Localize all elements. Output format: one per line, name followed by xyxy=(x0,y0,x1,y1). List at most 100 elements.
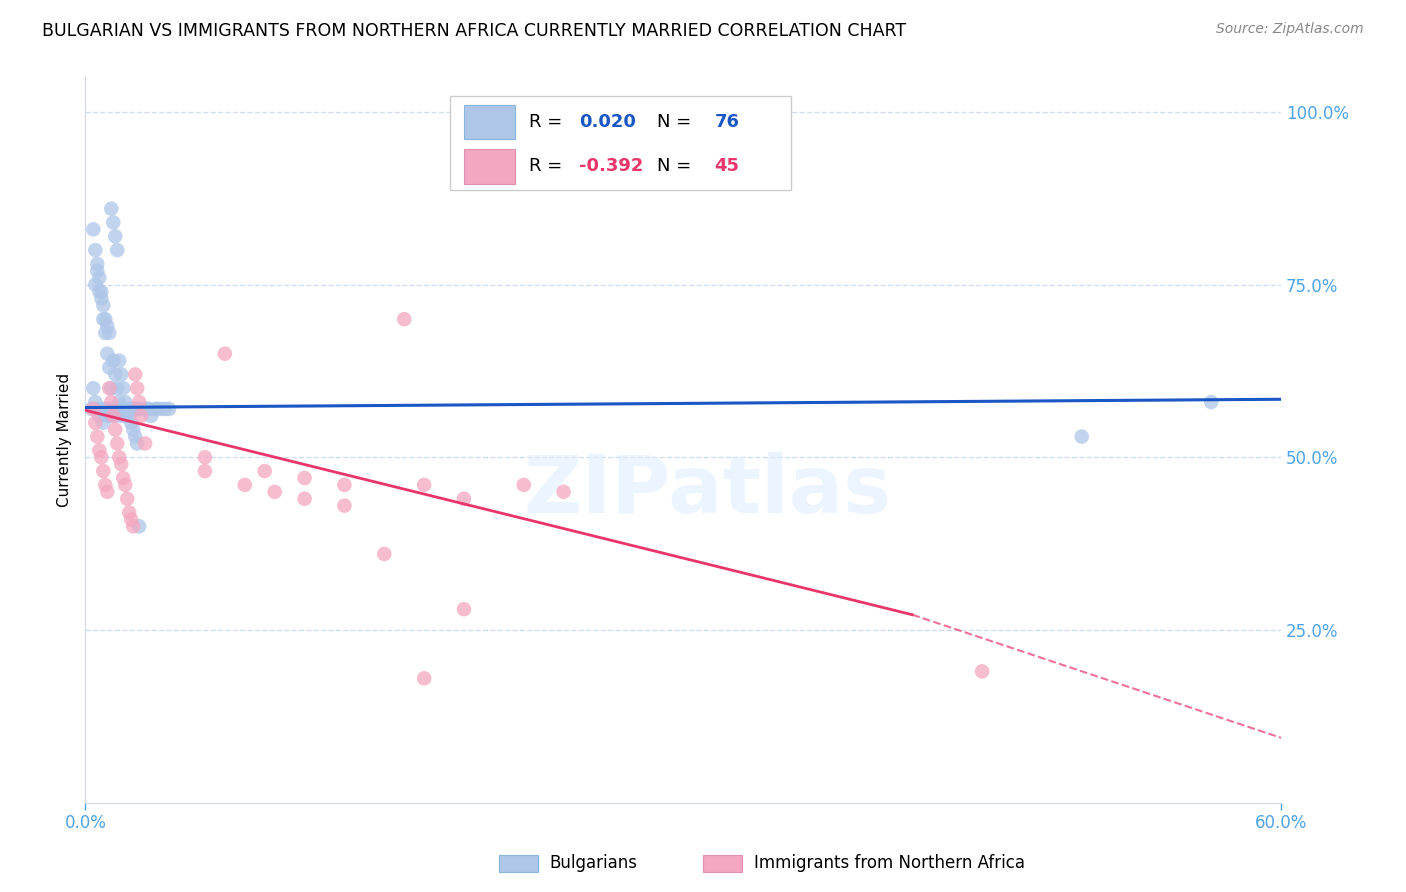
Point xyxy=(194,464,217,478)
FancyBboxPatch shape xyxy=(450,95,790,190)
Point xyxy=(98,381,121,395)
Point xyxy=(157,401,180,416)
Text: BULGARIAN VS IMMIGRANTS FROM NORTHERN AFRICA CURRENTLY MARRIED CORRELATION CHART: BULGARIAN VS IMMIGRANTS FROM NORTHERN AF… xyxy=(42,22,907,40)
Point xyxy=(94,478,117,492)
Point xyxy=(129,401,152,416)
Point xyxy=(114,401,136,416)
Point xyxy=(373,547,395,561)
Point xyxy=(105,243,128,257)
Text: R =: R = xyxy=(529,113,568,131)
Point xyxy=(84,243,107,257)
Point xyxy=(91,312,114,326)
Point xyxy=(98,401,121,416)
Point xyxy=(80,401,103,416)
Point xyxy=(128,519,150,533)
Point xyxy=(127,401,149,416)
Point xyxy=(104,368,127,382)
Point xyxy=(120,512,142,526)
Point xyxy=(96,484,118,499)
Point xyxy=(263,484,285,499)
Point xyxy=(115,401,138,416)
Point xyxy=(120,416,142,430)
Point xyxy=(553,484,575,499)
Point xyxy=(91,298,114,312)
Point xyxy=(233,478,256,492)
Point xyxy=(333,499,356,513)
Point xyxy=(90,285,112,299)
Point xyxy=(91,464,114,478)
Point xyxy=(115,491,138,506)
Point xyxy=(89,285,111,299)
Point xyxy=(86,257,108,271)
Point xyxy=(294,491,316,506)
Point xyxy=(84,416,107,430)
Point xyxy=(82,222,104,236)
Text: Bulgarians: Bulgarians xyxy=(550,855,638,872)
Point xyxy=(124,401,146,416)
Point xyxy=(103,409,125,423)
Point xyxy=(94,401,117,416)
Text: 45: 45 xyxy=(714,157,740,175)
Point xyxy=(94,312,117,326)
Point xyxy=(96,409,118,423)
Point xyxy=(115,401,138,416)
Point xyxy=(114,395,136,409)
Text: N =: N = xyxy=(657,157,697,175)
Point xyxy=(1199,395,1222,409)
Point xyxy=(128,395,150,409)
Point xyxy=(143,401,166,416)
Point xyxy=(100,409,122,423)
Text: -0.392: -0.392 xyxy=(579,157,644,175)
Point xyxy=(100,202,122,216)
Point xyxy=(114,478,136,492)
Point xyxy=(82,381,104,395)
Point xyxy=(89,270,111,285)
Point xyxy=(96,347,118,361)
Point xyxy=(392,312,415,326)
Point xyxy=(105,381,128,395)
Point xyxy=(82,401,104,416)
Point xyxy=(127,381,149,395)
Point xyxy=(120,401,142,416)
Text: R =: R = xyxy=(529,157,568,175)
Point xyxy=(94,326,117,340)
Point xyxy=(139,409,162,423)
Point xyxy=(294,471,316,485)
Point xyxy=(118,506,141,520)
Point xyxy=(110,409,132,423)
Point xyxy=(91,416,114,430)
Point xyxy=(84,277,107,292)
Text: ZIPatlas: ZIPatlas xyxy=(523,451,891,530)
Point xyxy=(105,436,128,450)
Point xyxy=(129,409,152,423)
Point xyxy=(128,401,150,416)
Point xyxy=(127,436,149,450)
Point xyxy=(108,395,131,409)
Point xyxy=(1070,429,1092,443)
Point xyxy=(110,401,132,416)
Point xyxy=(98,360,121,375)
Point xyxy=(112,401,135,416)
Point xyxy=(110,457,132,471)
Point xyxy=(413,478,436,492)
Point xyxy=(194,450,217,465)
Point xyxy=(122,519,145,533)
Point xyxy=(122,423,145,437)
Point xyxy=(413,671,436,685)
Point xyxy=(114,409,136,423)
Point xyxy=(118,409,141,423)
Point xyxy=(108,353,131,368)
Point xyxy=(138,401,160,416)
Point xyxy=(124,429,146,443)
Text: N =: N = xyxy=(657,113,697,131)
Point xyxy=(89,409,111,423)
Point xyxy=(90,292,112,306)
Point xyxy=(136,401,159,416)
Text: Immigrants from Northern Africa: Immigrants from Northern Africa xyxy=(754,855,1025,872)
Point xyxy=(103,353,125,368)
Point xyxy=(100,381,122,395)
Bar xyxy=(464,104,515,139)
Point xyxy=(89,443,111,458)
Point xyxy=(96,319,118,334)
Point xyxy=(112,471,135,485)
